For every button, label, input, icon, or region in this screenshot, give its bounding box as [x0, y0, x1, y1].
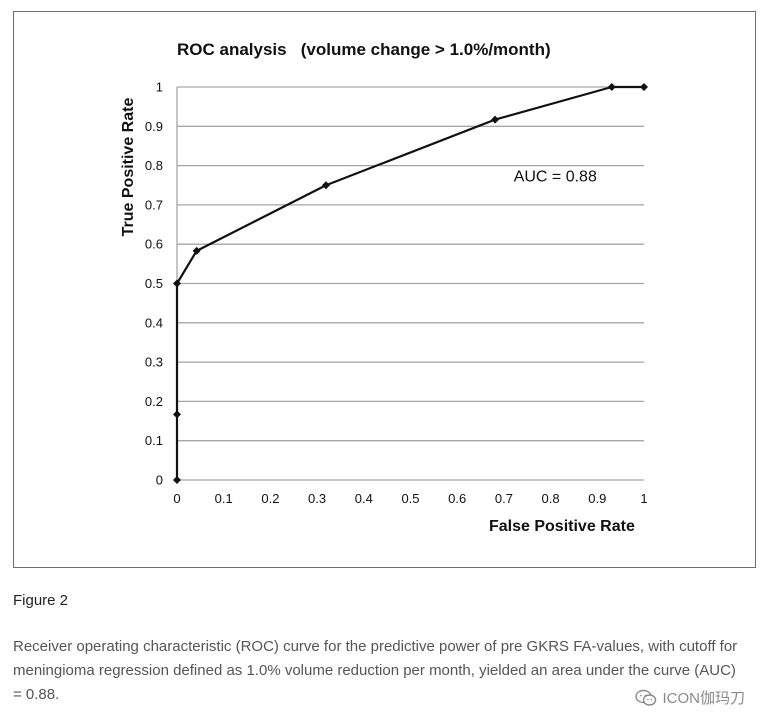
roc-curve-line — [175, 85, 644, 480]
data-point — [321, 181, 330, 190]
x-tick-label: 0.1 — [215, 491, 233, 506]
x-tick-label: 0.7 — [495, 491, 513, 506]
y-tick-label: 0.2 — [145, 394, 163, 409]
x-tick-label: 0.2 — [261, 491, 279, 506]
wechat-icon — [635, 689, 657, 706]
figure-caption: Receiver operating characteristic (ROC) … — [13, 638, 738, 703]
roc-chart: 0 0.1 0.2 0.3 0.4 0.5 0.6 0.7 0.8 0.9 1 0 0.1 0.2 0.3 0… — [120, 40, 648, 535]
x-tick-label: 0.6 — [448, 491, 466, 506]
y-tick-label: 0.5 — [145, 276, 163, 291]
y-tick-label: 0.7 — [145, 197, 163, 212]
data-point — [192, 246, 201, 255]
data-point — [640, 83, 648, 91]
y-tick-label: 0.9 — [145, 119, 163, 134]
x-tick-label: 0.3 — [308, 491, 326, 506]
watermark: ICON伽玛刀 — [635, 687, 745, 708]
grid-lines — [177, 86, 644, 442]
series — [173, 83, 648, 484]
data-point — [607, 83, 616, 91]
data-point — [491, 115, 500, 124]
y-axis-label: True Positive Rate — [120, 98, 137, 237]
x-tick-label: 1 — [640, 491, 647, 506]
figure-frame: 0 0.1 0.2 0.3 0.4 0.5 0.6 0.7 0.8 0.9 1 0 0.1 0.2 0.3 0… — [13, 11, 756, 568]
x-tick-label: 0 — [173, 491, 180, 506]
x-tick-label: 0.5 — [401, 491, 419, 506]
auc-annotation: AUC = 0.88 — [514, 168, 597, 185]
data-point — [173, 476, 181, 484]
y-tick-label: 0.6 — [145, 237, 163, 252]
chart-title: ROC analysis (volume change > 1.0%/month… — [177, 40, 551, 59]
y-tick-label: 0 — [156, 473, 163, 488]
y-tick-label: 0.8 — [145, 158, 163, 173]
y-tick-label: 0.1 — [145, 433, 163, 448]
y-tick-label: 1 — [156, 80, 163, 95]
x-tick-label: 0.8 — [542, 491, 560, 506]
x-axis-label: False Positive Rate — [489, 518, 635, 535]
data-point — [173, 410, 181, 419]
annotations: AUC = 0.88 — [514, 168, 597, 185]
x-tick-label: 0.4 — [355, 491, 373, 506]
y-tick-label: 0.3 — [145, 355, 163, 370]
tick-labels: 0 0.1 0.2 0.3 0.4 0.5 0.6 0.7 0.8 0.9 1 0 0.1 0.2 0.3 0… — [145, 80, 648, 507]
y-tick-label: 0.4 — [145, 315, 163, 330]
data-point — [173, 279, 181, 288]
figure-label: Figure 2 — [13, 592, 69, 609]
x-tick-label: 0.9 — [588, 491, 606, 506]
watermark-text: ICON伽玛刀 — [662, 690, 745, 707]
